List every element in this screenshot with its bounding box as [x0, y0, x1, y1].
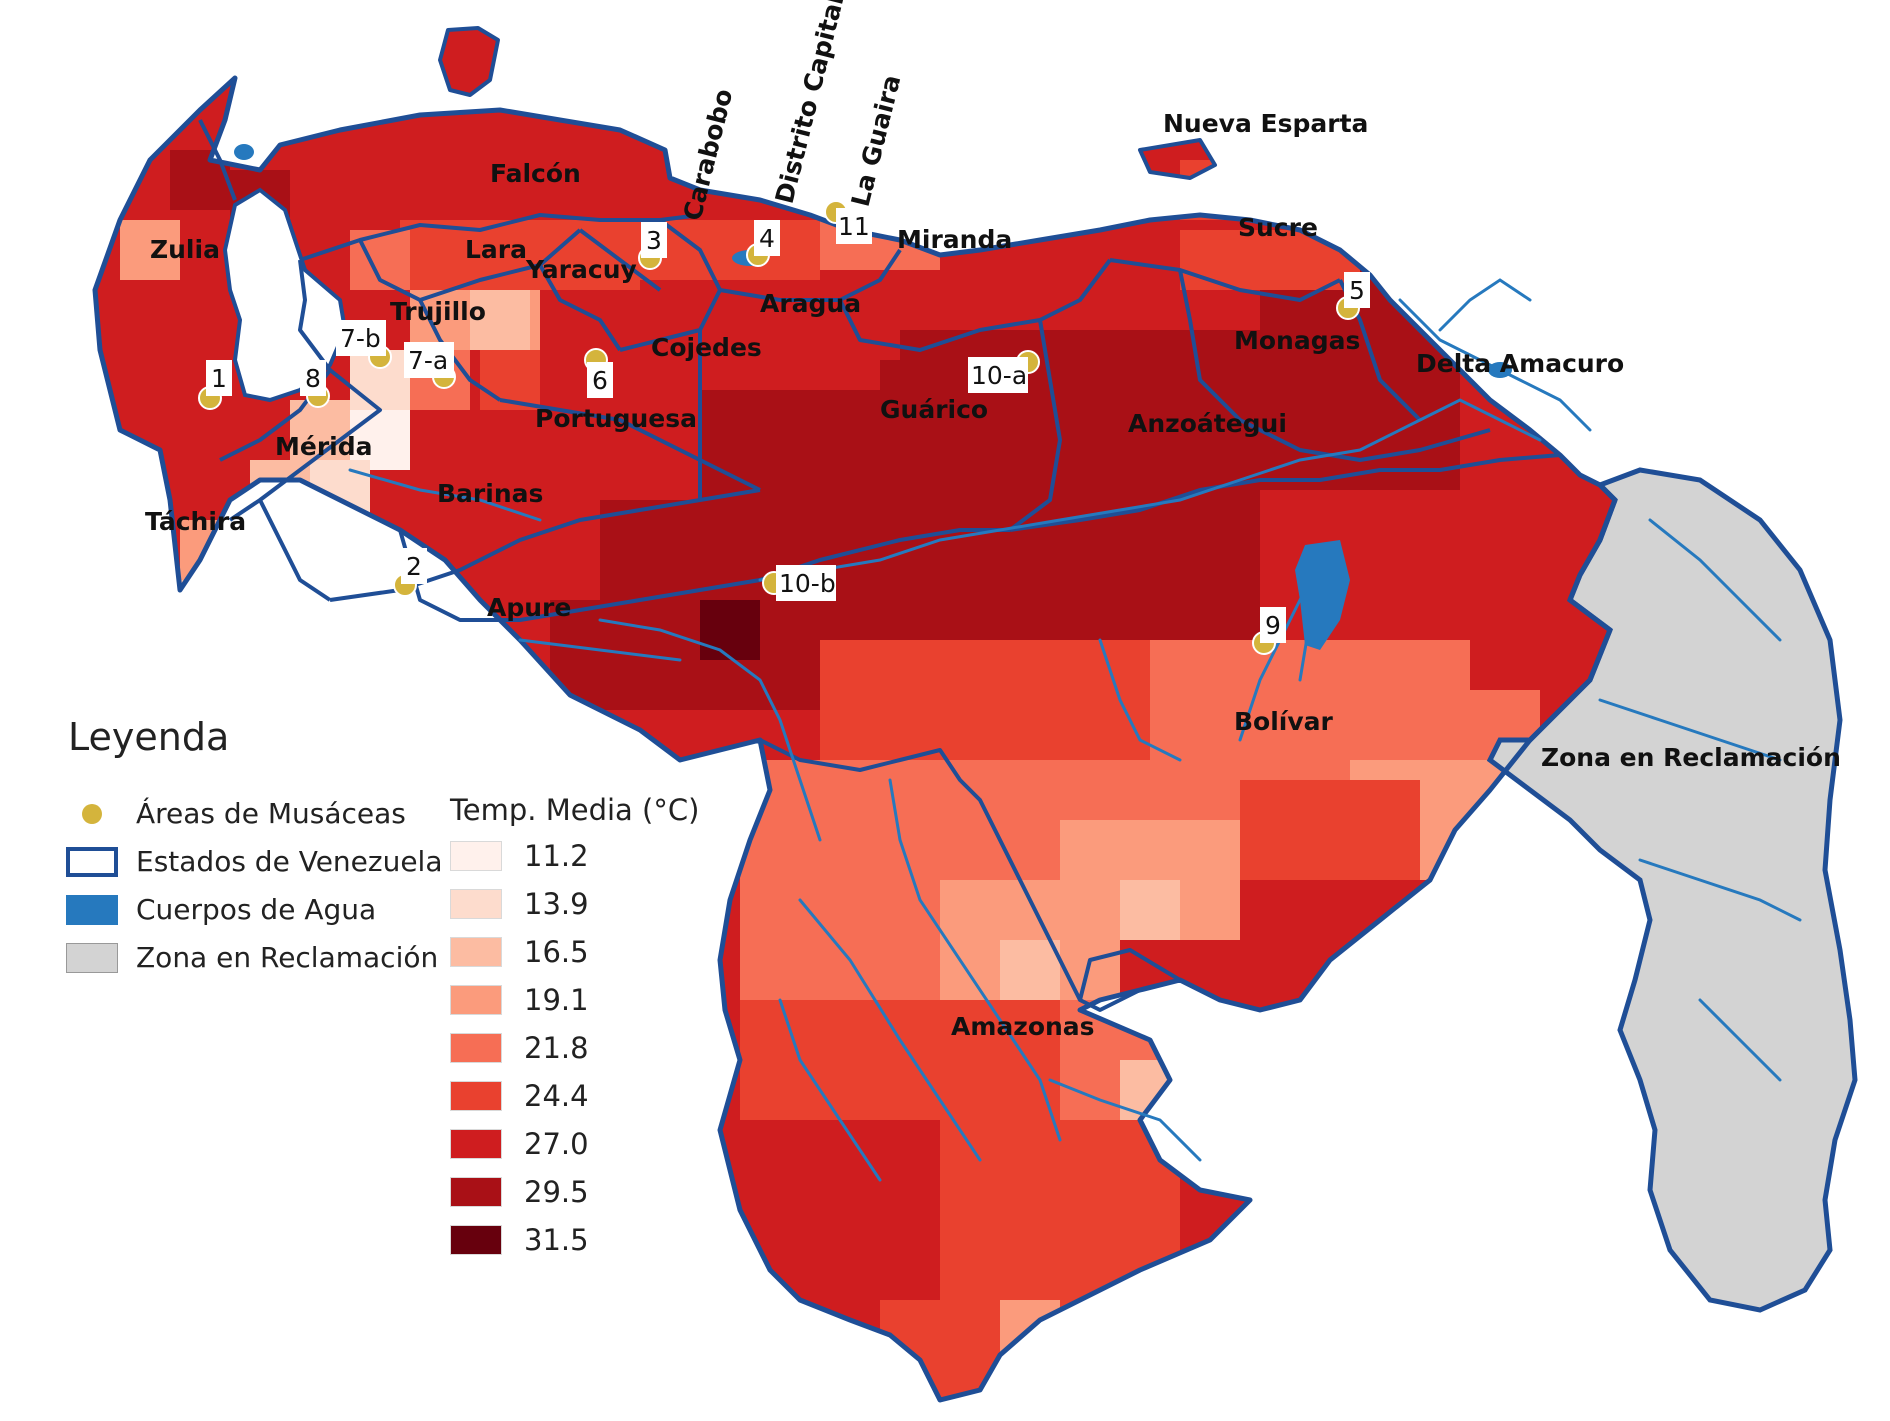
site-marker: 1 — [198, 360, 232, 410]
state-label: Guárico — [880, 395, 988, 424]
state-label: Aragua — [760, 289, 861, 318]
temperature-legend-title: Temp. Media (°C) — [450, 793, 700, 827]
state-label: Monagas — [1234, 326, 1360, 355]
legend-item-label: Estados de Venezuela — [136, 845, 443, 878]
legend-item-states: Estados de Venezuela — [66, 845, 443, 878]
state-label: Portuguesa — [535, 404, 697, 433]
site-label: 8 — [305, 364, 321, 393]
legend-item-sites: Áreas de Musáceas — [66, 797, 406, 830]
state-label: Delta Amacuro — [1416, 349, 1624, 378]
site-marker: 10-b — [762, 565, 836, 601]
state-label: Zona en Reclamación — [1541, 743, 1841, 772]
state-label: Distrito Capital — [770, 0, 850, 206]
state-label: Yaracuy — [525, 255, 637, 284]
water-swatch-icon — [66, 894, 118, 925]
claim-zone-swatch-icon — [66, 942, 118, 973]
legend-title: Leyenda — [68, 715, 230, 759]
site-marker: 7-b — [336, 320, 392, 369]
legend-item-claim-zone: Zona en Reclamación — [66, 941, 438, 974]
site-label: 9 — [1265, 611, 1281, 640]
temperature-class: 29.5 — [450, 1175, 589, 1209]
site-label: 6 — [592, 366, 608, 395]
legend: Leyenda Áreas de Musáceas Estados de Ven… — [66, 715, 706, 1275]
site-marker: 4 — [746, 220, 780, 267]
site-marker: 2 — [393, 548, 427, 597]
state-outline-icon — [66, 846, 118, 877]
state-label: Lara — [465, 235, 527, 264]
temperature-class: 16.5 — [450, 935, 589, 969]
site-label: 1 — [211, 364, 227, 393]
musacea-sites: 1 2 3 4 5 — [198, 200, 1370, 655]
site-label: 2 — [406, 552, 422, 581]
site-marker: 6 — [584, 348, 613, 398]
temperature-class: 19.1 — [450, 983, 589, 1017]
legend-item-water: Cuerpos de Agua — [66, 893, 376, 926]
site-label: 10-b — [779, 569, 836, 598]
state-label: Zulia — [150, 235, 220, 264]
site-label: 10-a — [971, 361, 1027, 390]
site-circle-icon — [82, 803, 102, 824]
site-marker: 7-a — [404, 342, 456, 389]
legend-item-label: Zona en Reclamación — [136, 941, 439, 974]
state-label: Trujillo — [390, 297, 486, 326]
site-label: 4 — [759, 224, 775, 253]
site-label: 7-a — [408, 346, 448, 375]
state-label: La Guaira — [846, 72, 907, 209]
site-marker: 8 — [300, 360, 330, 408]
site-marker: 3 — [638, 222, 667, 270]
state-label: Cojedes — [651, 333, 762, 362]
site-marker: 11 — [824, 200, 872, 244]
temperature-class: 27.0 — [450, 1127, 589, 1161]
legend-item-label: Cuerpos de Agua — [136, 893, 377, 926]
state-label: Táchira — [145, 507, 246, 536]
site-marker: 10-a — [968, 350, 1040, 393]
site-label: 7-b — [340, 324, 381, 353]
state-label: Nueva Esparta — [1163, 109, 1368, 138]
temperature-class: 24.4 — [450, 1079, 589, 1113]
state-label: Barinas — [437, 479, 543, 508]
temperature-class: 11.2 — [450, 839, 589, 873]
site-label: 3 — [646, 226, 662, 255]
state-label: Mérida — [275, 432, 373, 461]
state-label: Anzoátegui — [1128, 409, 1287, 438]
state-label: Bolívar — [1234, 707, 1334, 736]
site-marker: 9 — [1252, 607, 1286, 655]
site-label: 5 — [1349, 276, 1365, 305]
state-label: Apure — [487, 593, 571, 622]
state-label: Sucre — [1238, 213, 1318, 242]
site-label: 11 — [838, 212, 870, 241]
state-label: Miranda — [897, 225, 1012, 254]
temperature-class: 21.8 — [450, 1031, 589, 1065]
site-marker: 5 — [1336, 272, 1370, 320]
state-boundaries — [95, 26, 1615, 1400]
legend-item-label: Áreas de Musáceas — [136, 797, 406, 830]
temperature-class: 13.9 — [450, 887, 589, 921]
temperature-class: 31.5 — [450, 1223, 589, 1257]
state-label: Falcón — [490, 159, 581, 188]
state-label: Amazonas — [951, 1012, 1095, 1041]
